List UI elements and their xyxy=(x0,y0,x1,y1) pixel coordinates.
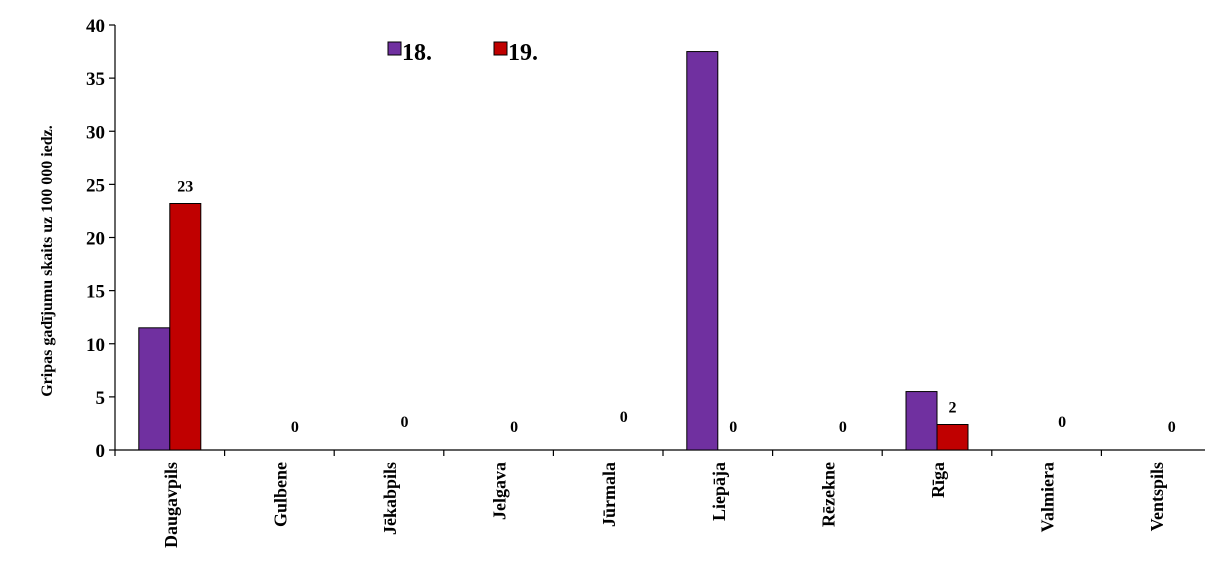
data-label: 0 xyxy=(620,409,628,426)
legend-label: 19. xyxy=(508,40,538,66)
data-label: 0 xyxy=(729,419,737,436)
y-tick-label: 25 xyxy=(86,175,105,196)
bar-series-18 xyxy=(138,327,171,451)
category-label: Gulbene xyxy=(270,462,290,527)
plot-area: 051015202530354023Daugavpils0Gulbene0Jēk… xyxy=(86,16,1205,548)
data-label: 2 xyxy=(949,400,957,417)
y-tick-label: 20 xyxy=(86,229,105,250)
category-label: Rīga xyxy=(928,462,948,498)
category-label: Rēzekne xyxy=(818,462,838,527)
bar-series-18 xyxy=(905,391,938,451)
data-label: 0 xyxy=(291,419,299,436)
y-axis-title: Gripas gadījumu skaits uz 100 000 iedz. xyxy=(39,125,56,397)
category-label: Jelgava xyxy=(490,462,510,520)
legend-label: 18. xyxy=(402,40,432,66)
y-tick-label: 0 xyxy=(96,441,106,462)
y-tick-label: 10 xyxy=(86,335,105,356)
y-tick-label: 40 xyxy=(86,16,105,37)
category-label: Valmiera xyxy=(1038,462,1058,532)
data-label: 0 xyxy=(1168,419,1176,436)
category-label: Daugavpils xyxy=(161,462,181,548)
legend: 18. 19. xyxy=(387,40,538,66)
y-tick-label: 15 xyxy=(86,282,105,303)
legend-swatch xyxy=(387,41,402,56)
y-tick-label: 35 xyxy=(86,69,105,90)
category-label: Jēkabpils xyxy=(380,462,400,535)
data-label: 23 xyxy=(177,179,193,196)
data-label: 0 xyxy=(1058,414,1066,431)
bar-series-18 xyxy=(686,51,719,451)
category-label: Liepāja xyxy=(709,462,729,521)
y-tick-label: 30 xyxy=(86,122,105,143)
category-label: Ventspils xyxy=(1147,462,1167,531)
y-tick-label: 5 xyxy=(96,388,106,409)
bar-series-19 xyxy=(169,203,202,451)
data-label: 0 xyxy=(839,419,847,436)
data-label: 0 xyxy=(510,419,518,436)
bar-series-19 xyxy=(936,424,969,451)
data-label: 0 xyxy=(401,414,409,431)
category-label: Jūrmala xyxy=(599,462,619,527)
legend-swatch xyxy=(493,41,508,56)
